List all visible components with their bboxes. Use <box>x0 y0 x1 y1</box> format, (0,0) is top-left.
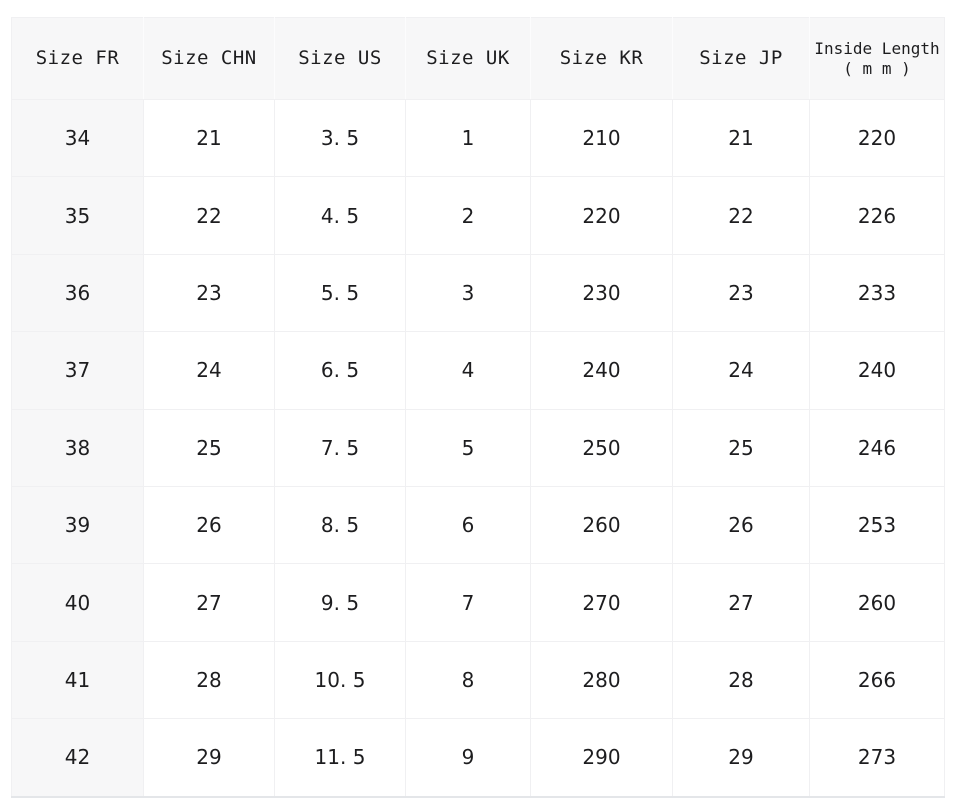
table-cell-size-uk: 9 <box>405 718 531 798</box>
table-cell-size-fr: 34 <box>11 99 144 178</box>
table-row: 39 26 8. 5 6 260 26 253 <box>11 486 945 565</box>
header-row: Size FR Size CHN Size US Size UK Size KR Size… <box>11 17 945 100</box>
column-header-label: Size JP <box>699 46 783 69</box>
table-cell-size-fr: 42 <box>11 718 144 798</box>
table-row: 40 27 9. 5 7 270 27 260 <box>11 563 945 642</box>
column-header-size-kr: Size KR <box>530 17 673 100</box>
table-cell-inside-length: 220 <box>809 99 945 178</box>
table-cell-inside-length: 253 <box>809 486 945 565</box>
table-cell-size-fr: 39 <box>11 486 144 565</box>
table-cell-size-jp: 24 <box>672 331 810 410</box>
table-cell-inside-length: 273 <box>809 718 945 798</box>
table-cell-size-chn: 23 <box>143 254 275 333</box>
table-cell-size-kr: 250 <box>530 409 673 487</box>
column-header-size-fr: Size FR <box>11 17 144 100</box>
table-cell-size-uk: 2 <box>405 176 531 255</box>
table-cell-size-uk: 8 <box>405 641 531 720</box>
column-header-label: Size US <box>298 46 382 69</box>
table-cell-size-fr: 40 <box>11 563 144 642</box>
table-cell-size-us: 5. 5 <box>274 254 406 333</box>
table-cell-size-jp: 27 <box>672 563 810 642</box>
column-header-label: Size CHN <box>161 46 257 69</box>
table-cell-size-kr: 270 <box>530 563 673 642</box>
column-header-label: Size UK <box>426 46 510 69</box>
column-header-size-us: Size US <box>274 17 406 100</box>
table-row: 42 29 11. 5 9 290 29 273 <box>11 718 945 798</box>
table-row: 34 21 3. 5 1 210 21 220 <box>11 99 945 178</box>
table-cell-size-fr: 38 <box>11 409 144 487</box>
table-cell-size-fr: 41 <box>11 641 144 720</box>
table-cell-size-uk: 3 <box>405 254 531 333</box>
table-cell-size-chn: 27 <box>143 563 275 642</box>
table-cell-size-chn: 29 <box>143 718 275 798</box>
table-cell-size-kr: 240 <box>530 331 673 410</box>
column-header-sublabel: ( m m ) <box>843 58 911 78</box>
table-cell-size-jp: 25 <box>672 409 810 487</box>
table-cell-inside-length: 246 <box>809 409 945 487</box>
table-cell-size-uk: 5 <box>405 409 531 487</box>
table-cell-inside-length: 266 <box>809 641 945 720</box>
table-cell-size-jp: 28 <box>672 641 810 720</box>
table-cell-size-chn: 26 <box>143 486 275 565</box>
table-cell-size-uk: 6 <box>405 486 531 565</box>
table-cell-size-jp: 29 <box>672 718 810 798</box>
table-cell-size-uk: 7 <box>405 563 531 642</box>
table-cell-size-chn: 25 <box>143 409 275 487</box>
table-cell-size-kr: 260 <box>530 486 673 565</box>
table-cell-size-us: 4. 5 <box>274 176 406 255</box>
table-cell-size-kr: 220 <box>530 176 673 255</box>
table-cell-size-fr: 36 <box>11 254 144 333</box>
table-cell-size-fr: 35 <box>11 176 144 255</box>
table-cell-size-kr: 210 <box>530 99 673 178</box>
table-cell-size-jp: 21 <box>672 99 810 178</box>
table-row: 36 23 5. 5 3 230 23 233 <box>11 254 945 333</box>
table-cell-size-kr: 280 <box>530 641 673 720</box>
table-cell-size-chn: 24 <box>143 331 275 410</box>
table-row: 38 25 7. 5 5 250 25 246 <box>11 409 945 487</box>
table-cell-inside-length: 260 <box>809 563 945 642</box>
table-cell-size-uk: 4 <box>405 331 531 410</box>
table-cell-size-jp: 23 <box>672 254 810 333</box>
table-cell-size-uk: 1 <box>405 99 531 178</box>
column-header-label: Size KR <box>559 46 644 69</box>
table-cell-size-us: 3. 5 <box>274 99 406 178</box>
column-header-size-uk: Size UK <box>405 17 531 100</box>
table-cell-inside-length: 233 <box>809 254 945 333</box>
table-cell-size-jp: 22 <box>672 176 810 255</box>
table-cell-size-us: 9. 5 <box>274 563 406 642</box>
table-cell-inside-length: 226 <box>809 176 945 255</box>
table-cell-size-us: 11. 5 <box>274 718 406 798</box>
table-cell-inside-length: 240 <box>809 331 945 410</box>
table-cell-size-chn: 22 <box>143 176 275 255</box>
table-cell-size-kr: 230 <box>530 254 673 333</box>
table-cell-size-us: 8. 5 <box>274 486 406 565</box>
table-cell-size-jp: 26 <box>672 486 810 565</box>
column-header-label: Size FR <box>35 46 120 69</box>
size-chart-region: Size FR Size CHN Size US Size UK Size KR Size… <box>11 17 945 798</box>
column-header-label: Inside Length <box>814 38 940 58</box>
table-cell-size-us: 7. 5 <box>274 409 406 487</box>
column-header-inside-length: Inside Length( m m ) <box>809 17 945 100</box>
column-header-size-jp: Size JP <box>672 17 810 100</box>
column-header-size-chn: Size CHN <box>143 17 275 100</box>
table-row: 35 22 4. 5 2 220 22 226 <box>11 176 945 255</box>
table-row: 41 28 10. 5 8 280 28 266 <box>11 641 945 720</box>
table-cell-size-us: 10. 5 <box>274 641 406 720</box>
table-row: 37 24 6. 5 4 240 24 240 <box>11 331 945 410</box>
table-cell-size-chn: 28 <box>143 641 275 720</box>
size-conversion-table: Size FR Size CHN Size US Size UK Size KR Size… <box>11 17 945 798</box>
table-cell-size-fr: 37 <box>11 331 144 410</box>
table-cell-size-kr: 290 <box>530 718 673 798</box>
table-cell-size-chn: 21 <box>143 99 275 178</box>
table-cell-size-us: 6. 5 <box>274 331 406 410</box>
